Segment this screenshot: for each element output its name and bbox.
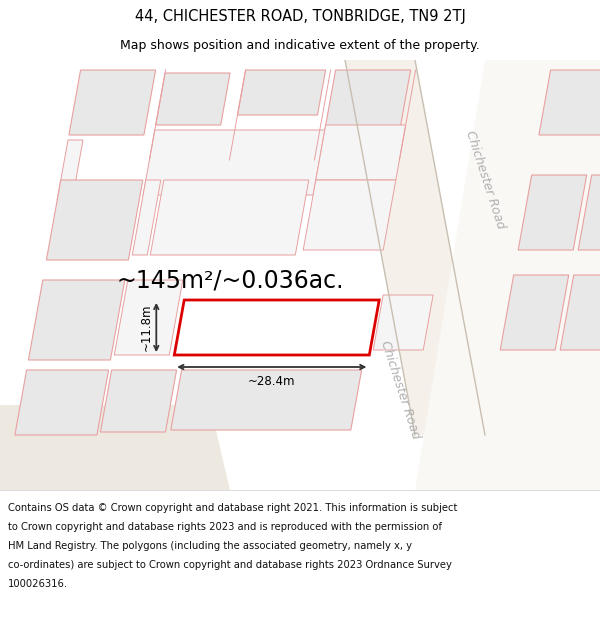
Polygon shape — [238, 70, 326, 115]
Text: Chichester Road: Chichester Road — [463, 129, 507, 231]
Text: Map shows position and indicative extent of the property.: Map shows position and indicative extent… — [120, 39, 480, 51]
Polygon shape — [0, 60, 600, 490]
Text: Contains OS data © Crown copyright and database right 2021. This information is : Contains OS data © Crown copyright and d… — [8, 503, 457, 513]
Text: HM Land Registry. The polygons (including the associated geometry, namely x, y: HM Land Registry. The polygons (includin… — [8, 541, 412, 551]
Polygon shape — [500, 275, 569, 350]
Polygon shape — [539, 70, 600, 135]
Polygon shape — [156, 73, 230, 125]
Polygon shape — [373, 295, 433, 350]
Polygon shape — [100, 370, 176, 432]
Polygon shape — [46, 180, 143, 260]
Text: 44: 44 — [278, 318, 305, 338]
Text: co-ordinates) are subject to Crown copyright and database rights 2023 Ordnance S: co-ordinates) are subject to Crown copyr… — [8, 560, 452, 570]
Polygon shape — [325, 70, 410, 130]
Polygon shape — [345, 60, 485, 435]
Polygon shape — [415, 60, 600, 490]
Polygon shape — [518, 175, 587, 250]
Text: 44, CHICHESTER ROAD, TONBRIDGE, TN9 2TJ: 44, CHICHESTER ROAD, TONBRIDGE, TN9 2TJ — [134, 9, 466, 24]
Polygon shape — [175, 300, 379, 355]
Text: Chichester Road: Chichester Road — [378, 339, 422, 441]
Polygon shape — [303, 180, 396, 250]
Text: ~28.4m: ~28.4m — [248, 375, 296, 388]
Text: to Crown copyright and database rights 2023 and is reproduced with the permissio: to Crown copyright and database rights 2… — [8, 522, 442, 532]
Text: ~145m²/~0.036ac.: ~145m²/~0.036ac. — [116, 268, 344, 292]
Polygon shape — [0, 405, 230, 490]
Polygon shape — [69, 70, 155, 135]
Polygon shape — [171, 370, 362, 430]
Polygon shape — [57, 140, 83, 200]
Polygon shape — [15, 370, 109, 435]
Text: 100026316.: 100026316. — [8, 579, 68, 589]
Polygon shape — [151, 180, 309, 255]
Polygon shape — [133, 180, 161, 255]
Polygon shape — [316, 125, 406, 180]
Polygon shape — [28, 280, 125, 360]
Polygon shape — [114, 280, 183, 355]
Text: ~11.8m: ~11.8m — [139, 304, 152, 351]
Polygon shape — [578, 175, 600, 250]
Polygon shape — [143, 130, 325, 195]
Polygon shape — [560, 275, 600, 350]
